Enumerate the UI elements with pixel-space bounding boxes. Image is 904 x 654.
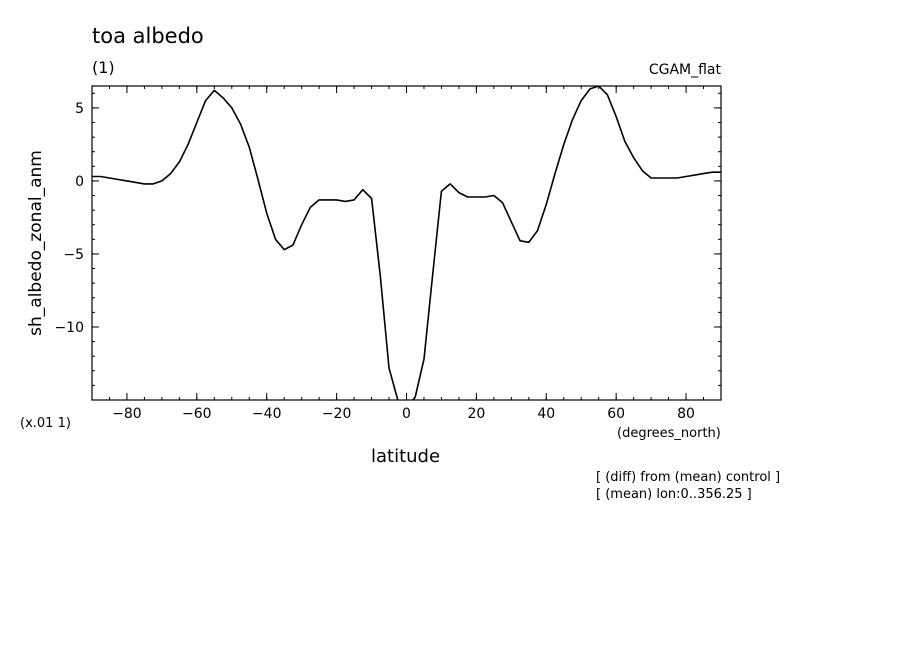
x-axis-label: latitude [371, 446, 441, 467]
x-tick-label: 0 [402, 406, 411, 422]
plot-frame [91, 85, 722, 401]
x-tick-label: 60 [607, 406, 625, 422]
chart-title: toa albedo [92, 24, 204, 48]
series-line [92, 86, 721, 400]
y-multiplier-label: (x.01 1) [20, 416, 71, 431]
x-tick-label: −80 [112, 406, 142, 422]
x-tick-label: 40 [537, 406, 555, 422]
x-tick-label: 80 [677, 406, 695, 422]
y-tick-label: 5 [75, 101, 84, 117]
x-tick-label: −20 [322, 406, 352, 422]
x-tick-label: −60 [182, 406, 212, 422]
y-tick-label: −10 [54, 320, 84, 336]
chart-subtitle: (1) [92, 58, 115, 77]
note-line-diff: [ (diff) from (mean) control ] [596, 470, 781, 485]
note-line-mean: [ (mean) lon:0..356.25 ] [596, 487, 752, 502]
dataset-label: CGAM_flat [648, 62, 721, 78]
y-tick-label: 0 [75, 174, 84, 190]
y-tick-label: −5 [63, 247, 84, 263]
x-tick-label: 20 [467, 406, 485, 422]
x-units-label: (degrees_north) [617, 426, 721, 441]
x-tick-label: −40 [252, 406, 282, 422]
